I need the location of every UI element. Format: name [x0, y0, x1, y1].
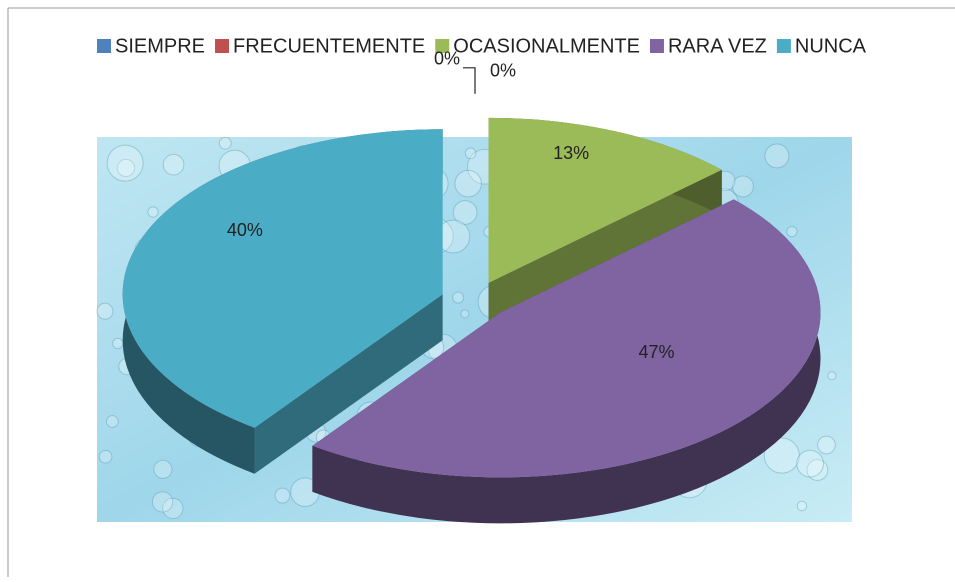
legend-label: OCASIONALMENTE: [453, 35, 640, 57]
drop: [162, 497, 184, 520]
drop: [796, 449, 824, 478]
drop: [827, 371, 837, 381]
legend: SIEMPRE FRECUENTEMENTE OCASIONALMENTE RARA …: [96, 35, 867, 57]
drop: [98, 449, 113, 464]
drop: [106, 144, 144, 182]
data-label: 0%: [490, 61, 516, 81]
legend-label: FRECUENTEMENTE: [233, 35, 425, 57]
drop: [464, 147, 477, 160]
legend-swatch: [215, 39, 230, 53]
drop: [763, 437, 800, 474]
data-label: 13%: [553, 143, 589, 163]
legend-swatch: [649, 39, 664, 53]
slice-wall: [254, 294, 443, 474]
legend-label: SIEMPRE: [115, 35, 205, 57]
drop: [806, 459, 829, 481]
data-label: 0%: [434, 49, 460, 69]
drop: [105, 415, 119, 428]
drop: [147, 206, 159, 218]
drop: [817, 435, 836, 455]
data-label: 40%: [227, 220, 263, 240]
drop: [116, 158, 136, 178]
drop: [151, 491, 174, 513]
drop: [796, 500, 808, 512]
legend-swatch: [776, 39, 791, 53]
drop: [454, 169, 482, 198]
slice: [488, 117, 722, 283]
data-label: 47%: [639, 342, 675, 362]
drop: [112, 337, 124, 350]
drop: [460, 309, 470, 319]
pie: [122, 117, 821, 524]
drop: [274, 487, 291, 504]
leader-line: [463, 67, 476, 94]
drop: [764, 143, 790, 169]
slice-wall: [488, 169, 722, 329]
drop: [452, 200, 478, 225]
legend-swatch: [96, 39, 111, 53]
drop: [96, 302, 114, 320]
legend-swatch: [435, 39, 450, 53]
drop: [786, 225, 798, 238]
drop: [218, 136, 232, 150]
legend-label: RARA VEZ: [668, 35, 767, 57]
drop: [452, 291, 465, 304]
legend-label: NUNCA: [795, 35, 867, 57]
slice: [122, 129, 443, 428]
drop: [153, 459, 173, 479]
slice: [312, 199, 821, 478]
drop: [162, 153, 185, 176]
drop: [732, 175, 754, 198]
data-labels: 0% 0% 13% 47% 40%: [227, 49, 675, 362]
